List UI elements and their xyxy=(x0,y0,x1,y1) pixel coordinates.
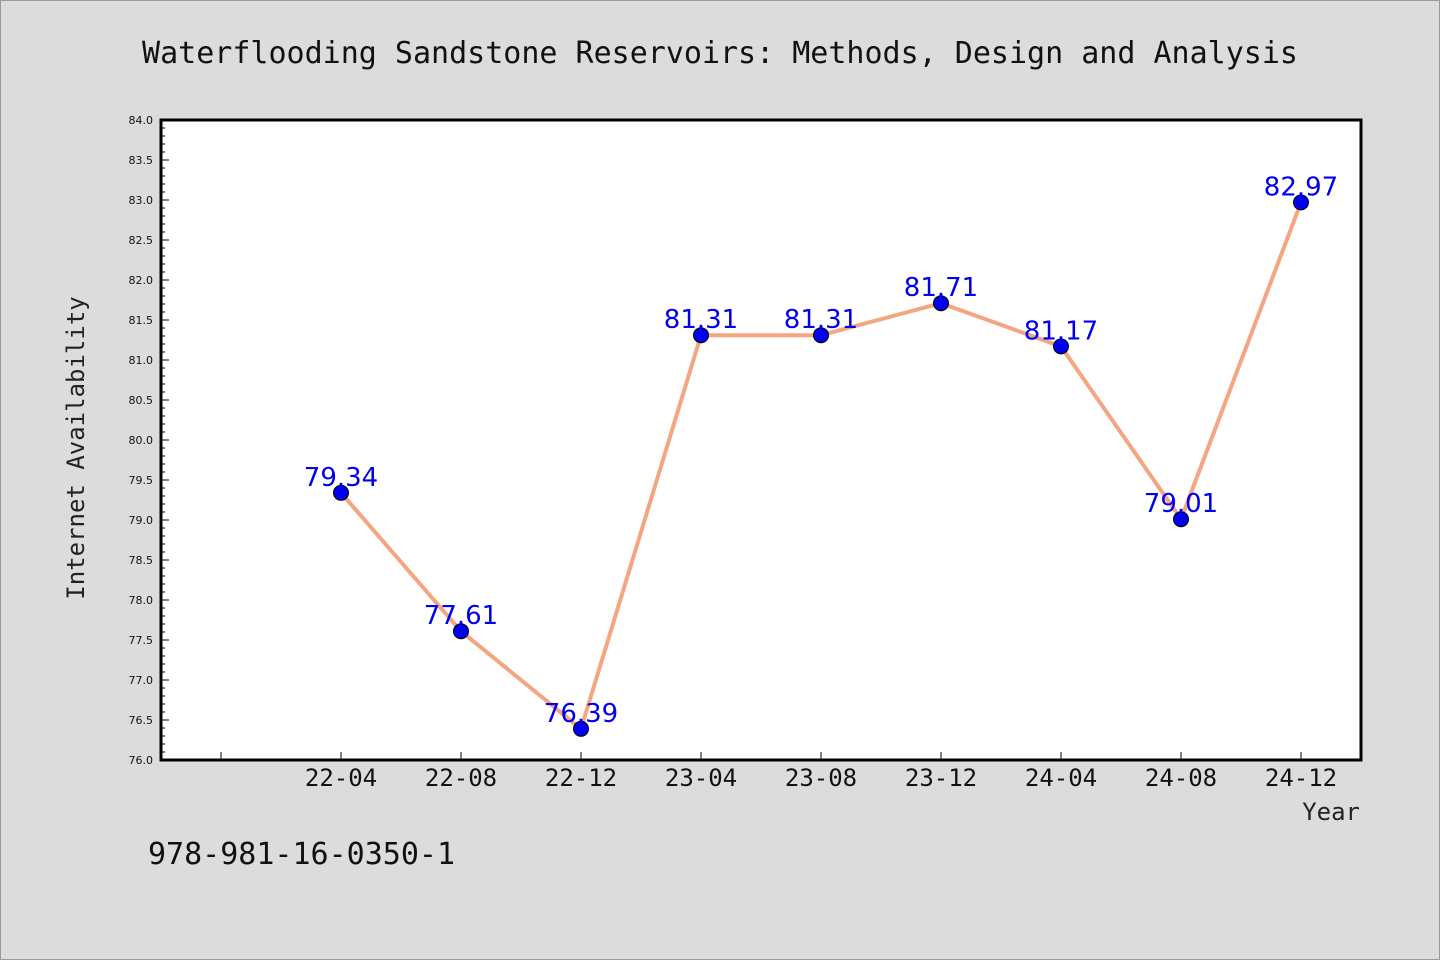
x-tick-label: 22-08 xyxy=(425,764,497,792)
y-tick-label: 78.5 xyxy=(129,554,154,567)
y-tick-label: 77.5 xyxy=(129,634,154,647)
data-point xyxy=(333,484,349,501)
data-label: 79.34 xyxy=(304,463,378,493)
y-tick-label: 83.5 xyxy=(129,154,154,167)
y-tick-label: 77.0 xyxy=(129,674,154,687)
data-label: 81.17 xyxy=(1024,316,1098,346)
data-labels: 79.34 77.61 76.39 81.31 81.31 81.71 81.17 79.01… xyxy=(304,172,1338,728)
data-point xyxy=(693,327,709,344)
y-tick-label: 81.0 xyxy=(129,354,154,367)
data-label: 81.31 xyxy=(664,305,738,335)
y-tick-label: 79.5 xyxy=(129,474,154,487)
data-label: 81.71 xyxy=(904,273,978,303)
x-axis: 22-04 22-08 22-12 23-04 23-08 23-12 24-04 24-08… xyxy=(220,752,1337,792)
y-tick-label: 80.0 xyxy=(129,434,154,447)
y-tick-label: 83.0 xyxy=(129,194,154,207)
x-axis-label: Year xyxy=(1302,798,1360,826)
data-point xyxy=(1293,194,1309,211)
y-tick-label: 84.0 xyxy=(129,114,154,127)
y-tick-label: 79.0 xyxy=(129,514,154,527)
y-tick-label: 80.5 xyxy=(129,394,154,407)
y-tick-label: 78.0 xyxy=(129,594,154,607)
data-label: 79.01 xyxy=(1144,489,1218,519)
plot-area xyxy=(161,120,1361,760)
x-tick-label: 23-04 xyxy=(665,764,737,792)
data-label: 82.97 xyxy=(1264,172,1338,202)
y-tick-label: 82.5 xyxy=(129,234,154,247)
data-label: 76.39 xyxy=(544,699,618,729)
data-point xyxy=(1173,511,1189,528)
data-point xyxy=(813,327,829,344)
data-label: 77.61 xyxy=(424,601,498,631)
data-point xyxy=(573,720,589,737)
y-tick-label: 76.5 xyxy=(129,714,154,727)
y-tick-label: 76.0 xyxy=(129,754,154,767)
data-markers xyxy=(333,194,1309,737)
x-tick-label: 23-12 xyxy=(905,764,977,792)
data-point xyxy=(1053,338,1069,355)
x-tick-label: 22-04 xyxy=(305,764,377,792)
data-point xyxy=(453,623,469,640)
chart-title: Waterflooding Sandstone Reservoirs: Meth… xyxy=(142,36,1298,71)
isbn-text: 978-981-16-0350-1 xyxy=(148,837,455,872)
data-label: 81.31 xyxy=(784,305,858,335)
x-tick-label: 24-04 xyxy=(1025,764,1097,792)
y-tick-label: 81.5 xyxy=(129,314,154,327)
plot-border xyxy=(159,118,1363,762)
x-tick-label: 23-08 xyxy=(785,764,857,792)
data-point xyxy=(933,295,949,312)
x-tick-label: 22-12 xyxy=(545,764,617,792)
x-tick-label: 24-12 xyxy=(1265,764,1337,792)
y-axis-label: Internet Availability xyxy=(62,296,90,599)
y-tick-label: 82.0 xyxy=(129,274,154,287)
x-tick-label: 24-08 xyxy=(1145,764,1217,792)
